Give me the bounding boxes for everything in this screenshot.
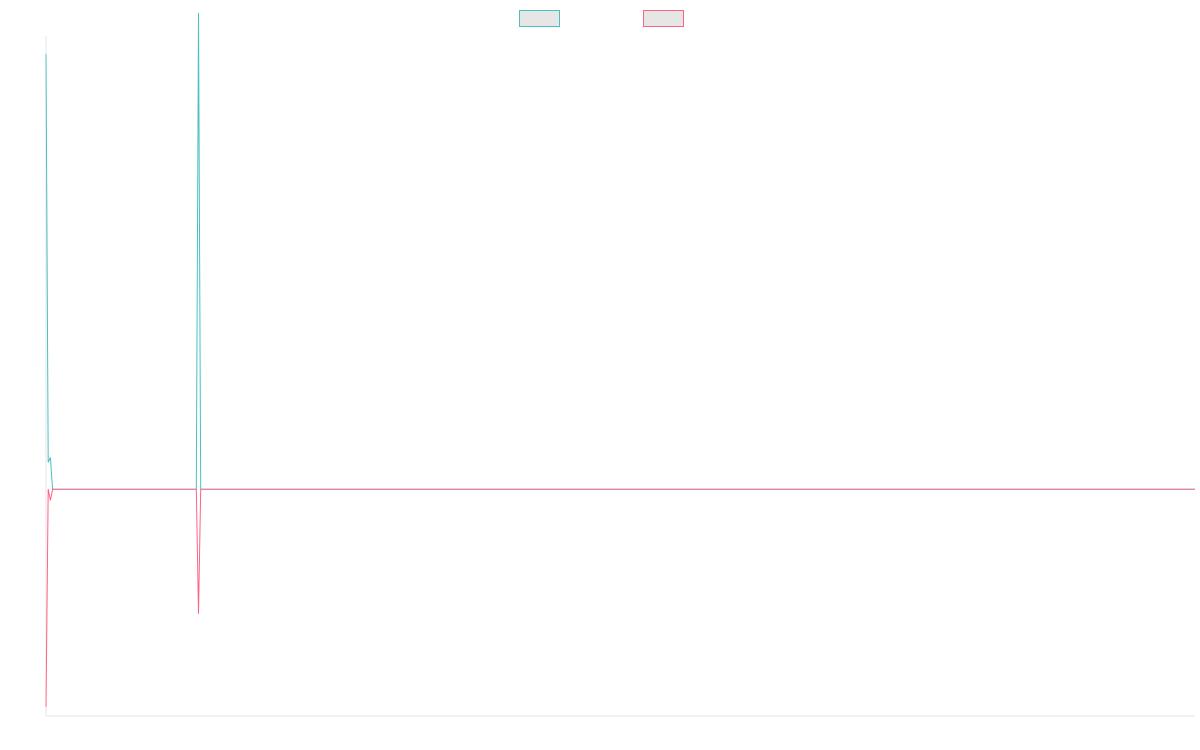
series-line-2 (45, 488, 1195, 707)
axes (45, 36, 1195, 717)
legend (519, 10, 684, 27)
legend-swatch-1[interactable] (519, 10, 560, 27)
series-2 (45, 488, 1195, 707)
series-1 (45, 12, 1195, 490)
series-line-1 (45, 12, 1195, 490)
legend-swatch-2[interactable] (643, 10, 684, 27)
series-group (45, 12, 1195, 707)
